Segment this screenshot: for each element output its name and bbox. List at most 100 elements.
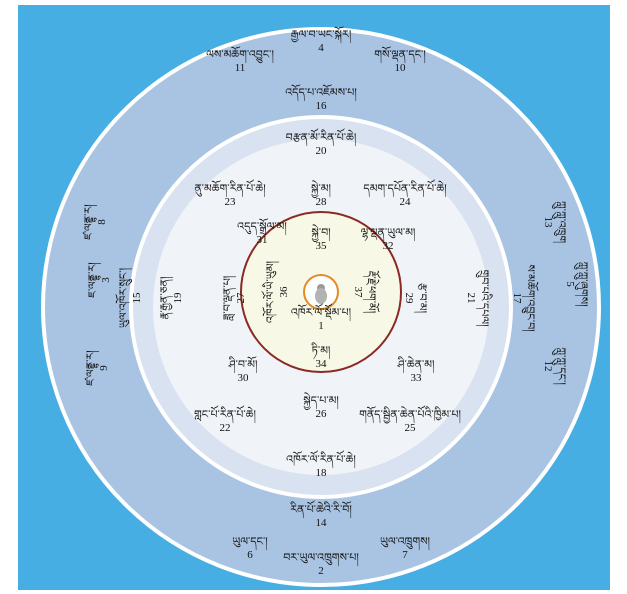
label-18: འཁོར་ལོ་རིན་པོ་ཆེ། 18 (286, 450, 356, 479)
label-4-text: རྒྱལ་བ་ཡང་སྐོར། (291, 26, 352, 44)
label-37: རྡོ་རྗེ་ཕག་མོ། 37 (352, 270, 381, 313)
label-34: ཏི་མ། 34 (311, 342, 331, 370)
label-34-text: ཏི་མ། (311, 342, 331, 360)
label-5-text: ཀླུ་ཀླུ་ཞུགས། (574, 261, 590, 307)
label-7-number: 7 (402, 549, 408, 561)
label-10: གསོ་ལྡན་དང་། 10 (374, 46, 426, 74)
label-35-text: སྐྱེ་བ། (311, 224, 331, 243)
label-23-number: 23 (225, 196, 237, 208)
label-11: ལས་མཆོག་འབྱུང་། 11 (206, 46, 274, 74)
label-2-number: 2 (318, 565, 324, 577)
deity-figure-icon (315, 284, 327, 304)
label-21: གྲུབ་པའི་དཔལ། 21 (465, 269, 493, 327)
label-11-text: ལས་མཆོག་འབྱུང་། (206, 46, 274, 64)
label-1: འཁོར་ལོ་སྡོམ་པ། 1 (291, 303, 352, 332)
label-29: རྩ་བ་མ། 29 (403, 283, 429, 314)
label-5-number: 5 (564, 281, 576, 287)
label-31-number: 31 (257, 234, 268, 246)
label-13: ཀླུ་ཀླུ་འཁྲུག 13 (542, 201, 568, 243)
label-13-number: 13 (542, 217, 554, 229)
label-24-number: 24 (400, 196, 412, 208)
label-10-text: གསོ་ལྡན་དང་། (374, 46, 426, 64)
label-6-text: ཡུལ་དང་། (232, 535, 268, 551)
label-19-text: རྣ་རྒྱན་ཅན། (158, 276, 174, 319)
label-6-number: 6 (247, 549, 253, 561)
label-10-number: 10 (395, 62, 407, 74)
label-36: འཁོར་ལོ་ཡི་ཡུམ། 36 (261, 260, 290, 323)
label-20-text: བརྩན་མོ་རིན་པོ་ཆེ། (286, 128, 357, 147)
label-12-text: ཀླུ་ཀླུ་དང་། (552, 347, 568, 385)
label-21-text: གྲུབ་པའི་དཔལ། (475, 269, 493, 327)
label-36-text: འཁོར་ལོ་ཡི་ཡུམ། (261, 260, 280, 323)
label-37-number: 37 (352, 287, 364, 299)
label-2-text: བར་ཡུལ་འཁྲུགས་པ། (283, 551, 359, 567)
label-33: ཤི་ཆེན་མ། 33 (397, 356, 435, 384)
label-30-number: 30 (238, 372, 250, 384)
label-34-number: 34 (316, 358, 328, 370)
label-35: སྐྱེ་བ། 35 (311, 224, 331, 252)
label-2: བར་ཡུལ་འཁྲུགས་པ། 2 (283, 551, 359, 577)
label-17-number: 17 (511, 293, 523, 305)
label-31: འདུད་སྒྲོལ་མ། 31 (237, 218, 287, 246)
label-19-number: 19 (172, 292, 184, 304)
label-32-number: 32 (383, 240, 394, 252)
label-5: ཀླུ་ཀླུ་ཞུགས། 5 (564, 261, 590, 307)
label-32-text: ལྷ་ལྡན་ཡུལ་མ། (361, 226, 416, 242)
label-9: ཛ་ལནྡྷ་ར། 9 (84, 350, 110, 386)
label-15-number: 15 (131, 292, 143, 304)
label-28-number: 28 (316, 196, 328, 208)
label-22-text: གླང་པོ་རིན་པོ་ཆེ། (194, 405, 256, 424)
label-18-number: 18 (316, 467, 328, 479)
label-32: ལྷ་ལྡན་ཡུལ་མ། 32 (361, 226, 416, 252)
label-16: འདོད་པ་འཇོམས་པ། 16 (285, 84, 357, 112)
label-9-text: ཛ་ལནྡྷ་ར། (84, 350, 100, 386)
label-12: ཀླུ་ཀླུ་དང་། 12 (542, 347, 568, 385)
label-7-text: ཡུལ་འཁྲུགས། (380, 535, 431, 551)
label-26-number: 26 (316, 408, 328, 420)
label-1-text: འཁོར་ལོ་སྡོམ་པ། (291, 303, 352, 322)
label-17: ས་མཆོག་འབྱུང་བ། 17 (511, 264, 539, 332)
label-14: རིན་པོ་ཆེའི་རི་བོ། 14 (290, 500, 352, 529)
label-33-text: ཤི་ཆེན་མ། (397, 356, 435, 374)
label-25-text: གནོད་སྦྱིན་ཆེན་པོའི་ཁྱིམ་པ། (359, 405, 461, 424)
label-17-text: ས་མཆོག་འབྱུང་བ། (521, 264, 539, 332)
label-31-text: འདུད་སྒྲོལ་མ། (237, 218, 287, 236)
label-19: རྣ་རྒྱན་ཅན། 19 (158, 276, 184, 319)
label-29-text: རྩ་བ་མ། (413, 283, 429, 314)
label-27-number: 27 (235, 292, 247, 304)
label-24: དམག་དཔོན་རིན་པོ་ཆེ། 24 (363, 179, 447, 208)
label-23-text: ནུ་མཆོག་རིན་པོ་ཆེ། (194, 179, 266, 198)
label-15: ཡུལ་འཁོར་སྲུང་། 15 (115, 267, 143, 328)
label-33-number: 33 (411, 372, 423, 384)
label-20: བརྩན་མོ་རིན་པོ་ཆེ། 20 (286, 128, 357, 157)
label-24-text: དམག་དཔོན་རིན་པོ་ཆེ། (363, 179, 447, 198)
label-27-text: ཟླ་བ་ལྡན་པ། (221, 275, 237, 321)
label-4: རྒྱལ་བ་ཡང་སྐོར། 4 (291, 26, 352, 54)
label-14-number: 14 (316, 517, 328, 529)
label-21-number: 21 (465, 293, 477, 304)
label-28-text: སྐྱེ་མ། (311, 180, 331, 199)
label-16-text: འདོད་པ་འཇོམས་པ། (285, 84, 357, 102)
label-28: སྐྱེ་མ། 28 (311, 180, 331, 208)
label-25-number: 25 (405, 422, 417, 434)
label-11-number: 11 (235, 62, 246, 74)
label-29-number: 29 (403, 293, 415, 305)
label-3-number: 3 (100, 277, 112, 283)
label-25: གནོད་སྦྱིན་ཆེན་པོའི་ཁྱིམ་པ། 25 (359, 405, 461, 434)
label-22-number: 22 (220, 422, 231, 434)
label-26: སྐྱེད་པ་མ། 26 (303, 392, 339, 420)
label-18-text: འཁོར་ལོ་རིན་པོ་ཆེ། (286, 450, 356, 469)
label-37-text: རྡོ་རྗེ་ཕག་མོ། (362, 270, 381, 313)
label-27: ཟླ་བ་ལྡན་པ། 27 (221, 275, 247, 321)
label-3: ཇ་ལནྡྷ་ར། 3 (86, 262, 112, 298)
label-30-text: ཤི་བ་མོ། (228, 356, 258, 374)
label-14-text: རིན་པོ་ཆེའི་རི་བོ། (290, 500, 352, 519)
label-13-text: ཀླུ་ཀླུ་འཁྲུག (552, 201, 568, 243)
label-35-number: 35 (316, 240, 328, 252)
label-9-number: 9 (98, 365, 110, 371)
label-8: ཛ་ལནྡྷ་ར། 8 (82, 204, 108, 240)
label-12-number: 12 (542, 361, 554, 372)
label-23: ནུ་མཆོག་རིན་པོ་ཆེ། 23 (194, 179, 266, 208)
label-15-text: ཡུལ་འཁོར་སྲུང་། (115, 267, 133, 328)
